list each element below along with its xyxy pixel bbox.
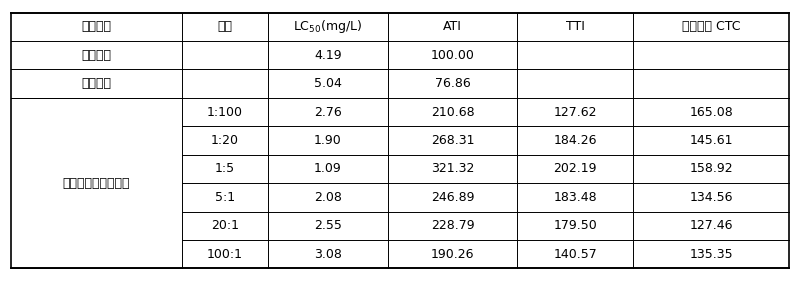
Text: 20:1: 20:1 (211, 219, 239, 232)
Text: 供试药剂: 供试药剂 (82, 20, 111, 33)
Bar (388, 41, 517, 69)
Text: 5.04: 5.04 (314, 77, 342, 90)
Text: 多杀霉素: 多杀霉素 (82, 49, 111, 62)
Text: 210.68: 210.68 (430, 106, 474, 119)
Text: 158.92: 158.92 (690, 162, 733, 175)
Text: 1.09: 1.09 (314, 162, 342, 175)
Text: 3.08: 3.08 (314, 248, 342, 261)
Bar (388, 155, 517, 183)
Text: 179.50: 179.50 (553, 219, 597, 232)
Bar (634, 212, 789, 240)
Bar (268, 98, 388, 126)
Text: 76.86: 76.86 (434, 77, 470, 90)
Bar (182, 240, 268, 268)
Bar (517, 126, 634, 155)
Bar (388, 98, 517, 126)
Bar (268, 13, 388, 41)
Text: 配比: 配比 (218, 20, 233, 33)
Text: 190.26: 190.26 (430, 248, 474, 261)
Bar (517, 69, 634, 98)
Text: 多杀霉素：氯虫酰胺: 多杀霉素：氯虫酰胺 (62, 177, 130, 190)
Bar (634, 126, 789, 155)
Text: 134.56: 134.56 (690, 191, 733, 204)
Text: 共毒系数 CTC: 共毒系数 CTC (682, 20, 741, 33)
Text: 127.62: 127.62 (554, 106, 597, 119)
Text: 1:20: 1:20 (211, 134, 239, 147)
Text: 202.19: 202.19 (554, 162, 597, 175)
Bar (634, 13, 789, 41)
Bar (182, 69, 268, 98)
Bar (182, 155, 268, 183)
Text: 2.55: 2.55 (314, 219, 342, 232)
Text: 183.48: 183.48 (554, 191, 597, 204)
Bar (182, 126, 268, 155)
Text: 184.26: 184.26 (554, 134, 597, 147)
Text: 1:5: 1:5 (215, 162, 235, 175)
Bar (634, 240, 789, 268)
Text: 100.00: 100.00 (430, 49, 474, 62)
Text: 268.31: 268.31 (430, 134, 474, 147)
Text: ATI: ATI (443, 20, 462, 33)
Bar (517, 41, 634, 69)
Bar (634, 155, 789, 183)
Bar (268, 212, 388, 240)
Bar (182, 13, 268, 41)
Text: 1:100: 1:100 (207, 106, 243, 119)
Text: 4.19: 4.19 (314, 49, 342, 62)
Bar (268, 183, 388, 212)
Bar (634, 41, 789, 69)
Bar (11, 69, 182, 98)
Bar (182, 183, 268, 212)
Bar (268, 240, 388, 268)
Bar (517, 212, 634, 240)
Bar (517, 183, 634, 212)
Bar (388, 69, 517, 98)
Bar (634, 98, 789, 126)
Bar (517, 98, 634, 126)
Bar (268, 41, 388, 69)
Bar (517, 155, 634, 183)
Bar (182, 212, 268, 240)
Text: 321.32: 321.32 (431, 162, 474, 175)
Text: 1.90: 1.90 (314, 134, 342, 147)
Text: 228.79: 228.79 (430, 219, 474, 232)
Bar (182, 98, 268, 126)
Text: 2.08: 2.08 (314, 191, 342, 204)
Bar (388, 183, 517, 212)
Bar (634, 69, 789, 98)
Text: 2.76: 2.76 (314, 106, 342, 119)
Text: 100:1: 100:1 (207, 248, 243, 261)
Text: 5:1: 5:1 (215, 191, 235, 204)
Bar (182, 41, 268, 69)
Text: 127.46: 127.46 (690, 219, 733, 232)
Text: LC$_{50}$(mg/L): LC$_{50}$(mg/L) (294, 18, 362, 35)
Bar (388, 240, 517, 268)
Bar (268, 126, 388, 155)
Bar (388, 13, 517, 41)
Text: 氯虫酰胺: 氯虫酰胺 (82, 77, 111, 90)
Bar (388, 212, 517, 240)
Text: 145.61: 145.61 (690, 134, 733, 147)
Text: TTI: TTI (566, 20, 585, 33)
Bar (11, 98, 182, 268)
Bar (388, 126, 517, 155)
Text: 140.57: 140.57 (553, 248, 597, 261)
Bar (634, 183, 789, 212)
Text: 135.35: 135.35 (690, 248, 733, 261)
Bar (517, 240, 634, 268)
Bar (517, 13, 634, 41)
Bar (268, 155, 388, 183)
Text: 246.89: 246.89 (430, 191, 474, 204)
Text: 165.08: 165.08 (690, 106, 733, 119)
Bar (268, 69, 388, 98)
Bar (11, 13, 182, 41)
Bar (11, 41, 182, 69)
